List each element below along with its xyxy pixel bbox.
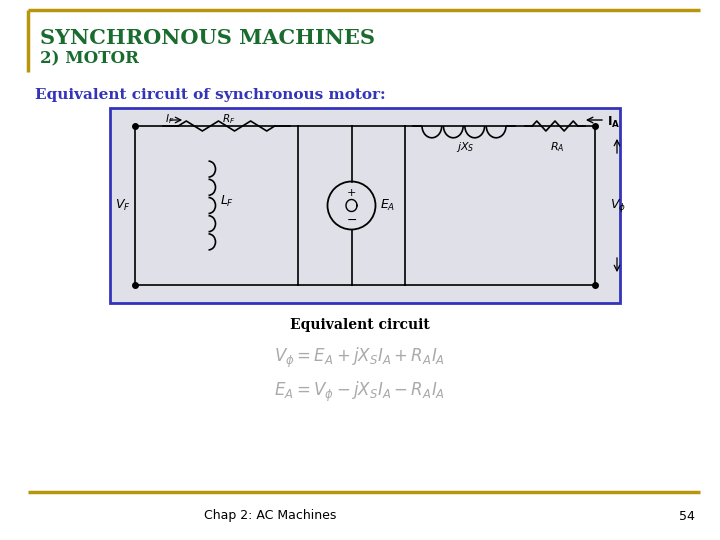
Text: 54: 54 bbox=[679, 510, 695, 523]
Text: −: − bbox=[346, 214, 356, 227]
Text: $R_F$: $R_F$ bbox=[222, 112, 236, 126]
Text: $jX_S$: $jX_S$ bbox=[456, 140, 474, 154]
Text: $V_{\phi} = E_A + jX_S I_A + R_A I_A$: $V_{\phi} = E_A + jX_S I_A + R_A I_A$ bbox=[274, 346, 446, 370]
Text: $V_F$: $V_F$ bbox=[115, 198, 131, 213]
Text: $R_A$: $R_A$ bbox=[550, 140, 564, 154]
Text: Equivalent circuit of synchronous motor:: Equivalent circuit of synchronous motor: bbox=[35, 88, 386, 102]
Text: Equivalent circuit: Equivalent circuit bbox=[290, 318, 430, 332]
Text: SYNCHRONOUS MACHINES: SYNCHRONOUS MACHINES bbox=[40, 28, 375, 48]
Text: $\mathbf{I_A}$: $\mathbf{I_A}$ bbox=[607, 114, 621, 130]
Text: $L_F$: $L_F$ bbox=[220, 194, 235, 209]
Text: 2) MOTOR: 2) MOTOR bbox=[40, 50, 139, 67]
Text: Chap 2: AC Machines: Chap 2: AC Machines bbox=[204, 510, 336, 523]
Text: +: + bbox=[347, 188, 356, 199]
Text: $E_A = V_{\phi} - jX_S I_A - R_A I_A$: $E_A = V_{\phi} - jX_S I_A - R_A I_A$ bbox=[274, 380, 446, 404]
Bar bbox=[110, 108, 620, 303]
Text: $I_F$: $I_F$ bbox=[165, 112, 174, 126]
Text: $V_\phi$: $V_\phi$ bbox=[610, 197, 626, 214]
Text: $E_A$: $E_A$ bbox=[380, 198, 396, 213]
